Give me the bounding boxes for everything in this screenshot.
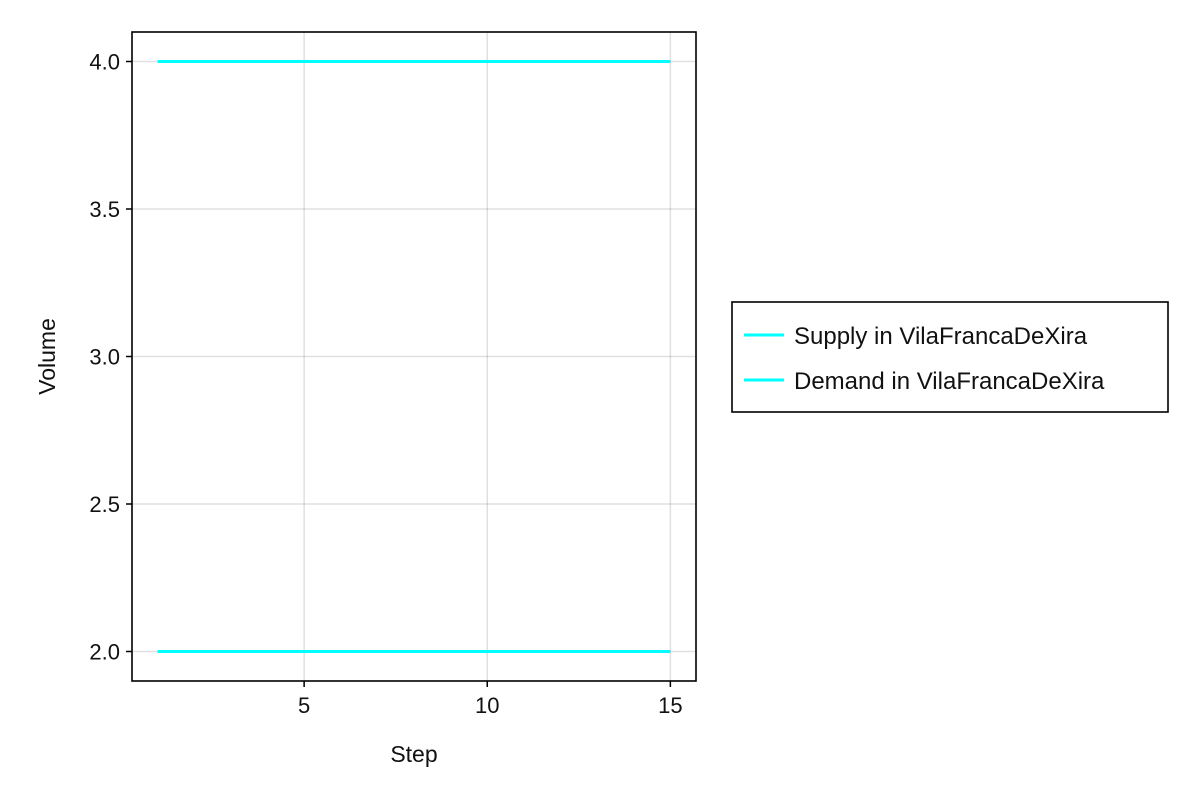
legend-frame (731, 301, 1169, 413)
x-tick-label: 15 (658, 693, 682, 718)
legend: Supply in VilaFrancaDeXira Demand in Vila… (731, 301, 1169, 413)
legend-label: Supply in VilaFrancaDeXira (794, 323, 1088, 350)
x-tick-label: 5 (298, 693, 310, 718)
y-tick-label: 3.0 (89, 345, 120, 370)
series-layer (157, 60, 671, 653)
x-axis-label: Step (390, 741, 437, 767)
y-tick-label: 2.5 (89, 492, 120, 517)
legend-label: Demand in VilaFrancaDeXira (794, 368, 1105, 395)
x-tick-label: 10 (475, 693, 499, 718)
y-tick-label: 4.0 (89, 50, 120, 75)
y-axis-label: Volume (34, 318, 60, 395)
y-tick-label: 2.0 (89, 640, 120, 665)
axis-ticks: 5 10 15 2.0 2.5 3.0 3.5 4.0 (89, 50, 682, 719)
y-tick-label: 3.5 (89, 197, 120, 222)
